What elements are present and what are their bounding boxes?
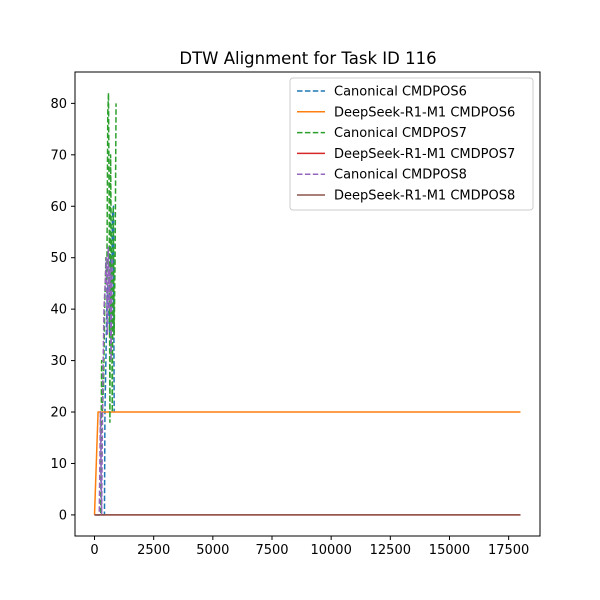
x-tick-label: 0	[90, 543, 98, 558]
axes-frame	[74, 71, 541, 537]
plot-area: 0 2500 5000 7500 10000 12500 15000 17500 0 10 20 30…	[50, 71, 541, 558]
legend-box	[289, 77, 534, 211]
series-lines	[93, 92, 521, 516]
y-tick-label: 50	[50, 251, 67, 266]
y-tick-label: 60	[50, 200, 67, 215]
x-tick-label: 17500	[488, 543, 529, 558]
x-tick-label: 12500	[370, 543, 411, 558]
y-tick-label: 40	[50, 303, 67, 318]
x-tick-label: 15000	[429, 543, 470, 558]
legend-label-3: Canonical CMDPOS7	[334, 126, 467, 141]
legend-label-4: DeepSeek-R1-M1 CMDPOS7	[334, 147, 515, 162]
series-line-5	[94, 246, 113, 516]
x-tick-label: 2500	[137, 543, 170, 558]
y-tick-label: 80	[50, 97, 67, 112]
y-tick-label: 20	[50, 406, 67, 421]
y-tick-label: 70	[50, 148, 67, 163]
legend-label-1: Canonical CMDPOS6	[334, 85, 467, 100]
y-tick-label: 10	[50, 457, 67, 472]
legend-label-6: DeepSeek-R1-M1 CMDPOS8	[334, 189, 515, 204]
x-tick-label: 5000	[196, 543, 229, 558]
x-tick-label: 7500	[255, 543, 288, 558]
y-tick-label: 0	[59, 508, 67, 523]
y-tick-label: 30	[50, 354, 67, 369]
legend: Canonical CMDPOS6 DeepSeek-R1-M1 CMDPOS6 C…	[289, 77, 534, 211]
series-line-2	[93, 411, 521, 515]
chart-title: DTW Alignment for Task ID 116	[179, 49, 436, 68]
x-tick-label: 10000	[310, 543, 351, 558]
legend-label-2: DeepSeek-R1-M1 CMDPOS6	[334, 105, 515, 120]
legend-label-5: Canonical CMDPOS8	[334, 168, 467, 183]
